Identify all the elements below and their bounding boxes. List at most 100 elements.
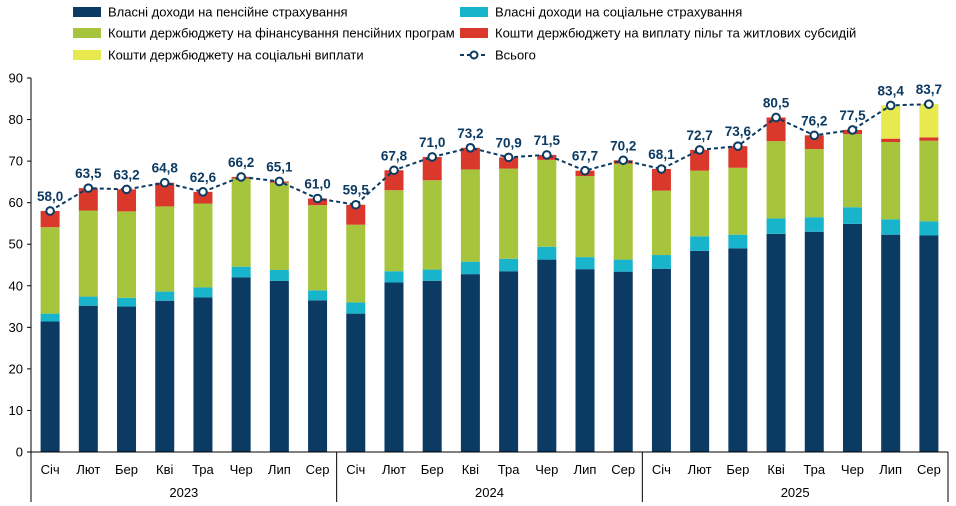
bar-segment: [346, 313, 366, 452]
bar-stack: [537, 154, 557, 452]
bar-segment: [422, 269, 442, 281]
bar-stack: [728, 146, 748, 452]
total-value-label: 70,2: [610, 138, 636, 153]
x-tick-label: Чер: [841, 462, 864, 477]
bar-segment: [919, 104, 939, 138]
x-tick-label: Лип: [879, 462, 902, 477]
total-value-label: 58,0: [37, 189, 63, 204]
bar-segment: [384, 271, 404, 283]
total-marker: [465, 143, 476, 153]
bar-segment: [231, 277, 251, 452]
bar-segment: [499, 157, 519, 169]
x-tick-label: Бер: [115, 462, 138, 477]
y-tick-label: 0: [16, 445, 23, 460]
total-value-label: 67,7: [572, 149, 598, 164]
bar-segment: [919, 140, 939, 222]
total-marker: [924, 99, 934, 109]
bar-segment: [537, 259, 557, 452]
bar-stack: [78, 188, 98, 452]
legend-label: Власні доходи на пенсійне страхування: [108, 5, 348, 20]
bar-stack: [919, 104, 939, 452]
bar-segment: [919, 137, 939, 141]
bar-stack: [193, 191, 213, 452]
bar-segment: [804, 135, 824, 150]
bar-segment: [231, 178, 251, 267]
legend-item: Кошти держбюджету на виплату пільг та жи…: [460, 26, 856, 41]
bar-segment: [422, 156, 442, 181]
bar-segment: [117, 211, 137, 298]
x-group-label: 2023: [169, 485, 198, 500]
bar-segment: [308, 205, 328, 291]
legend-label: Власні доходи на соціальне страхування: [495, 5, 742, 20]
bar-segment: [422, 180, 442, 270]
bar-segment: [193, 191, 213, 204]
bar-segment: [155, 206, 175, 292]
total-value-label: 73,6: [725, 124, 752, 139]
bar-stack: [40, 210, 60, 452]
x-tick-label: Сер: [611, 462, 635, 477]
bar-segment: [842, 223, 862, 452]
bar-stack: [804, 135, 824, 452]
x-tick-label: Бер: [421, 462, 444, 477]
x-tick-label: Лют: [382, 462, 406, 477]
bar-segment: [651, 169, 671, 191]
total-value-label: 67,8: [381, 148, 408, 163]
bar-segment: [690, 250, 710, 452]
bar-segment: [499, 168, 519, 259]
bar-segment: [575, 257, 595, 270]
bar-segment: [842, 134, 862, 208]
total-marker: [542, 150, 552, 160]
bar-segment: [804, 231, 824, 452]
x-tick-label: Тра: [803, 462, 825, 477]
legend-item: Власні доходи на пенсійне страхування: [73, 5, 348, 20]
bar-segment: [499, 258, 519, 272]
legend-swatch: [460, 28, 488, 38]
bar-segment: [78, 305, 98, 452]
bar-stack: [460, 147, 480, 452]
x-tick-label: Кві: [462, 462, 479, 477]
total-marker: [198, 187, 208, 197]
x-tick-label: Лют: [76, 462, 100, 477]
y-tick-label: 50: [9, 237, 23, 252]
y-tick-label: 70: [9, 154, 23, 169]
y-tick-label: 10: [9, 403, 23, 418]
x-tick-label: Кві: [767, 462, 784, 477]
total-value-label: 76,2: [801, 113, 827, 128]
total-marker: [45, 206, 55, 216]
bar-segment: [766, 233, 786, 452]
x-tick-label: Тра: [192, 462, 214, 477]
total-marker: [580, 165, 590, 176]
bar-segment: [613, 259, 633, 272]
total-value-label: 71,5: [534, 133, 561, 148]
total-value-label: 71,0: [419, 135, 445, 150]
bar-segment: [919, 235, 939, 452]
bar-segment: [384, 282, 404, 452]
total-marker: [312, 193, 323, 204]
total-marker: [694, 145, 705, 155]
bar-segment: [117, 297, 137, 307]
total-value-label: 72,7: [687, 128, 713, 143]
bar-segment: [881, 138, 901, 142]
bar-segment: [804, 149, 824, 218]
bar-segment: [78, 296, 98, 306]
bar-segment: [881, 219, 901, 235]
total-marker: [121, 184, 132, 195]
legend-item: Кошти держбюджету на соціальні виплати: [73, 48, 364, 63]
legend-label: Кошти держбюджету на соціальні виплати: [108, 48, 364, 63]
total-line-path: [49, 103, 929, 212]
bar-segment: [346, 204, 366, 225]
bar-segment: [881, 141, 901, 220]
total-marker: [274, 176, 285, 187]
bar-segment: [384, 190, 404, 272]
total-value-label: 61,0: [304, 177, 330, 192]
total-marker: [83, 183, 94, 193]
bar-segment: [308, 290, 328, 301]
legend-swatch: [73, 7, 101, 17]
total-value-label: 63,2: [113, 167, 139, 182]
bar-segment: [690, 170, 710, 237]
total-value-label: 73,2: [457, 126, 483, 141]
bar-segment: [728, 146, 748, 168]
bar-segment: [308, 300, 328, 452]
total-value-label: 80,5: [763, 95, 790, 110]
